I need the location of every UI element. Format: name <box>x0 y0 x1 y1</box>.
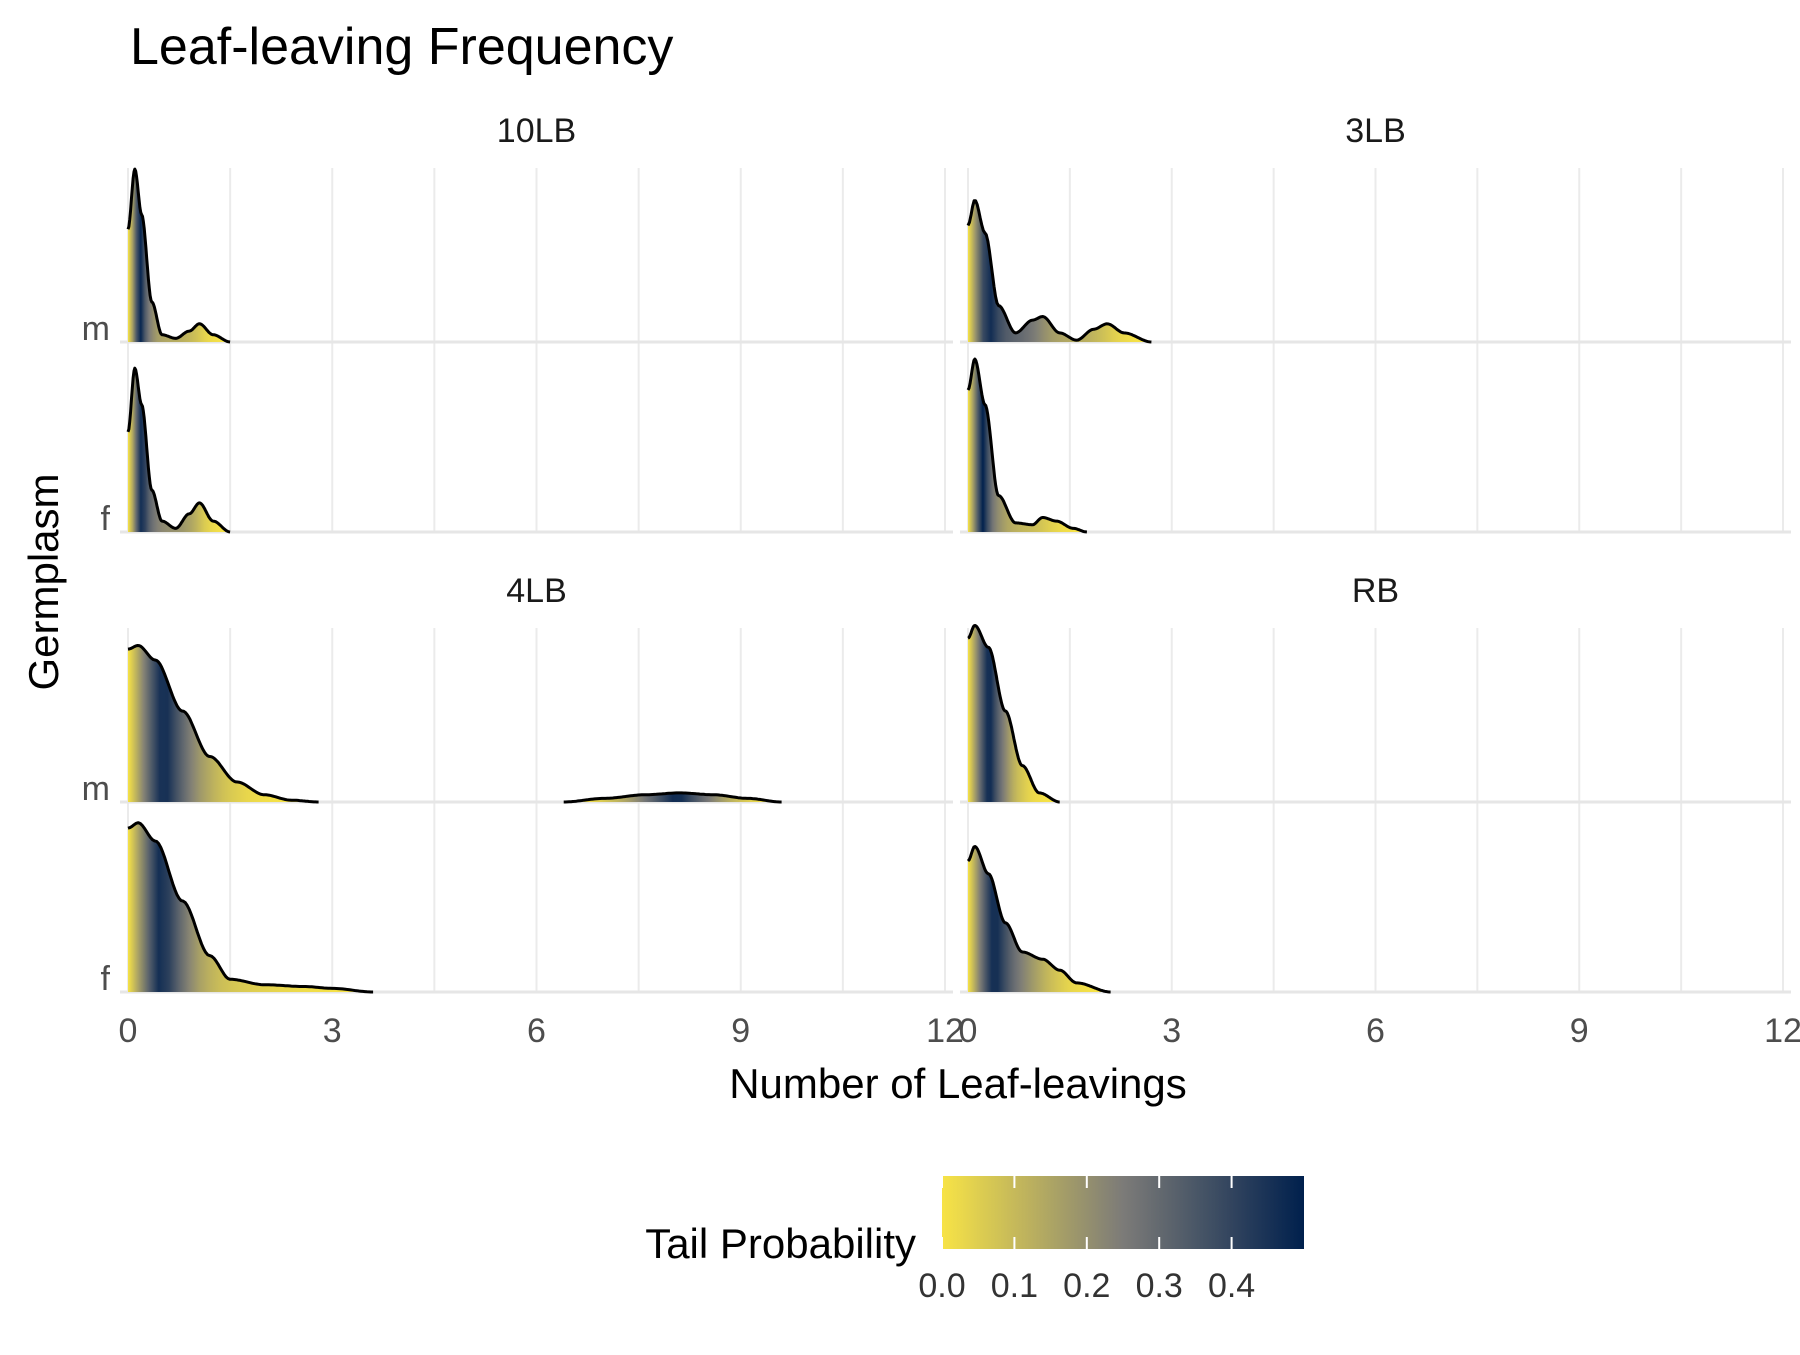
legend-tick-label: 0.4 <box>1208 1267 1255 1305</box>
ridge-outline-10lb-m <box>126 167 231 344</box>
legend-tick-label: 0.2 <box>1063 1267 1110 1305</box>
facet-panel-3lb: 3LB <box>960 112 1791 534</box>
legend-tick-label: 0.1 <box>991 1267 1038 1305</box>
ridge-outline-4lb-m <box>127 644 319 804</box>
legend-tick-label: 0.3 <box>1136 1267 1183 1305</box>
y-tick-label-m: m <box>82 310 110 348</box>
ridge-outline-4lb-f <box>127 821 374 994</box>
ridge-4lb-m-secondary <box>563 792 782 802</box>
x-tick-label: 12 <box>926 1012 964 1050</box>
x-tick-label: 12 <box>1764 1012 1800 1050</box>
facet-strip-label: 10LB <box>497 112 576 150</box>
ridge-rb-f <box>968 846 1111 992</box>
ridge-outline-4lb-m-secondary <box>563 791 782 804</box>
facet-panel-10lb: 10LB m f <box>82 112 953 538</box>
facet-strip-label: 4LB <box>506 572 567 610</box>
y-tick-label-f: f <box>101 500 111 538</box>
x-tick-label: 6 <box>1366 1012 1385 1050</box>
color-legend: Tail Probability 0.0 0.1 0.2 0.3 0.4 <box>645 1176 1304 1305</box>
y-tick-label-f: f <box>101 960 111 998</box>
ridge-outline-10lb-f <box>126 366 231 534</box>
x-tick-label: 3 <box>1162 1012 1181 1050</box>
facet-strip-label: RB <box>1352 572 1399 610</box>
ridge-4lb-m <box>128 645 319 802</box>
legend-colorbar <box>942 1176 1304 1249</box>
ridge-10lb-f <box>128 368 231 532</box>
x-tick-label: 6 <box>527 1012 546 1050</box>
ridge-outline-3lb-m <box>966 199 1152 344</box>
x-tick-label: 3 <box>323 1012 342 1050</box>
x-tick-label: 0 <box>119 1012 138 1050</box>
legend-ticks: 0.0 0.1 0.2 0.3 0.4 <box>918 1176 1255 1305</box>
legend-title: Tail Probability <box>645 1220 916 1267</box>
ridge-3lb-f <box>968 359 1087 532</box>
x-tick-label: 0 <box>959 1012 978 1050</box>
ridge-3lb-m <box>968 200 1152 342</box>
ridge-rb-m <box>968 625 1060 802</box>
x-axis-title: Number of Leaf-leavings <box>729 1060 1187 1107</box>
ridge-4lb-f <box>128 822 374 992</box>
ridge-outline-rb-f <box>966 845 1111 994</box>
facet-panel-rb: RB 0 3 6 9 12 <box>959 572 1800 1050</box>
facet-strip-label: 3LB <box>1345 112 1406 150</box>
ridge-outline-rb-m <box>967 624 1061 804</box>
facet-panel-4lb: 4LB m f0 3 6 9 12 <box>82 572 964 1050</box>
y-tick-label-m: m <box>82 770 110 808</box>
y-axis-title: Germplasm <box>20 473 67 690</box>
x-tick-label: 9 <box>731 1012 750 1050</box>
legend-tick-label: 0.0 <box>918 1267 965 1305</box>
ridge-10lb-m <box>128 169 231 342</box>
x-tick-label: 9 <box>1570 1012 1589 1050</box>
ridge-outline-3lb-f <box>966 357 1088 534</box>
chart-title: Leaf-leaving Frequency <box>130 18 673 76</box>
